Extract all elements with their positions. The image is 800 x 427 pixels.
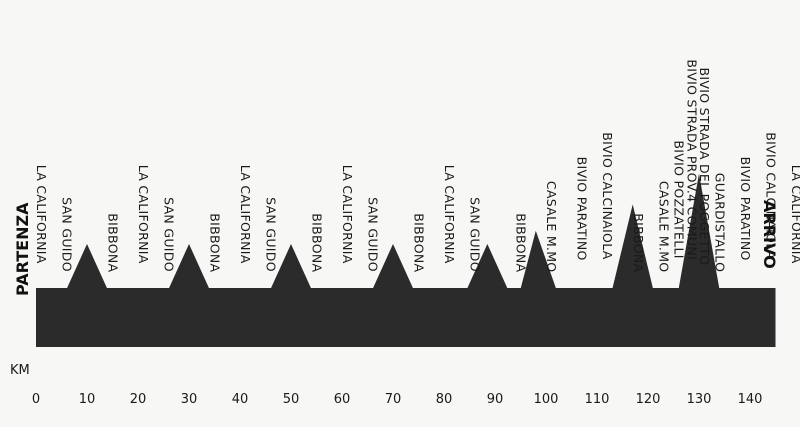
place-label: SAN GUIDO: [366, 197, 381, 272]
place-label: BIVIO STRADA DEL POGGETTO: [697, 68, 712, 266]
place-label: BIVIO STRADA PROV.4 COMUNI: [684, 59, 699, 260]
place-label: BIVIO CALCINAIOLA: [600, 132, 615, 259]
place-label: LA CALIFORNIA: [238, 165, 253, 264]
x-tick-label: 60: [334, 392, 351, 407]
x-tick-label: 70: [385, 392, 402, 407]
x-tick-label: 130: [687, 392, 712, 407]
place-label: SAN GUIDO: [264, 197, 279, 272]
x-tick-label: 110: [585, 392, 610, 407]
climb-7: [612, 204, 654, 289]
x-tick-label: 40: [232, 392, 249, 407]
place-label: SAN GUIDO: [468, 197, 483, 272]
climb-2: [168, 244, 210, 289]
climb-3: [270, 244, 312, 289]
climb-4: [372, 244, 414, 289]
climb-1: [66, 244, 108, 289]
route-base-band: [36, 288, 776, 347]
start-label: PARTENZA: [13, 202, 32, 296]
x-tick-label: 80: [436, 392, 453, 407]
x-tick-label: 100: [534, 392, 559, 407]
place-label: BIBBONA: [631, 213, 646, 272]
x-tick-label: 120: [636, 392, 661, 407]
place-label: BIVIO CALCINAIOLA: [763, 132, 778, 259]
place-label: BIVIO PARATINO: [575, 157, 590, 261]
place-label: BIVIO PARATINO: [738, 157, 753, 261]
place-label: BIBBONA: [208, 213, 223, 272]
place-label: BIBBONA: [310, 213, 325, 272]
x-tick-label: 30: [181, 392, 198, 407]
place-label: BIBBONA: [106, 213, 121, 272]
place-label: BIBBONA: [412, 213, 427, 272]
place-label: SAN GUIDO: [162, 197, 177, 272]
place-label: LA CALIFORNIA: [442, 165, 457, 264]
x-tick-label: 10: [79, 392, 96, 407]
place-label: LA CALIFORNIA: [789, 165, 800, 264]
place-label: CASALE M.MO: [656, 181, 671, 273]
climb-8: [678, 173, 720, 289]
place-label: BIBBONA: [514, 213, 529, 272]
x-tick-label: 0: [32, 392, 40, 407]
place-label: BIVIO POZZATELLI: [672, 140, 687, 258]
x-tick-label: 140: [738, 392, 763, 407]
place-label: LA CALIFORNIA: [136, 165, 151, 264]
x-tick-label: 90: [487, 392, 504, 407]
place-label: LA CALIFORNIA: [34, 165, 49, 264]
x-tick-label: 20: [130, 392, 147, 407]
place-label: SAN GUIDO: [60, 197, 75, 272]
climb-5: [466, 244, 508, 289]
place-label: GUARDISTALLO: [712, 173, 727, 272]
place-label: LA CALIFORNIA: [340, 165, 355, 264]
place-label: CASALE M.MO: [544, 181, 559, 273]
finish-label: ARRIVO: [760, 200, 779, 269]
climb-6: [520, 230, 557, 289]
x-axis-unit-label: KM: [10, 363, 30, 378]
x-tick-label: 50: [283, 392, 300, 407]
